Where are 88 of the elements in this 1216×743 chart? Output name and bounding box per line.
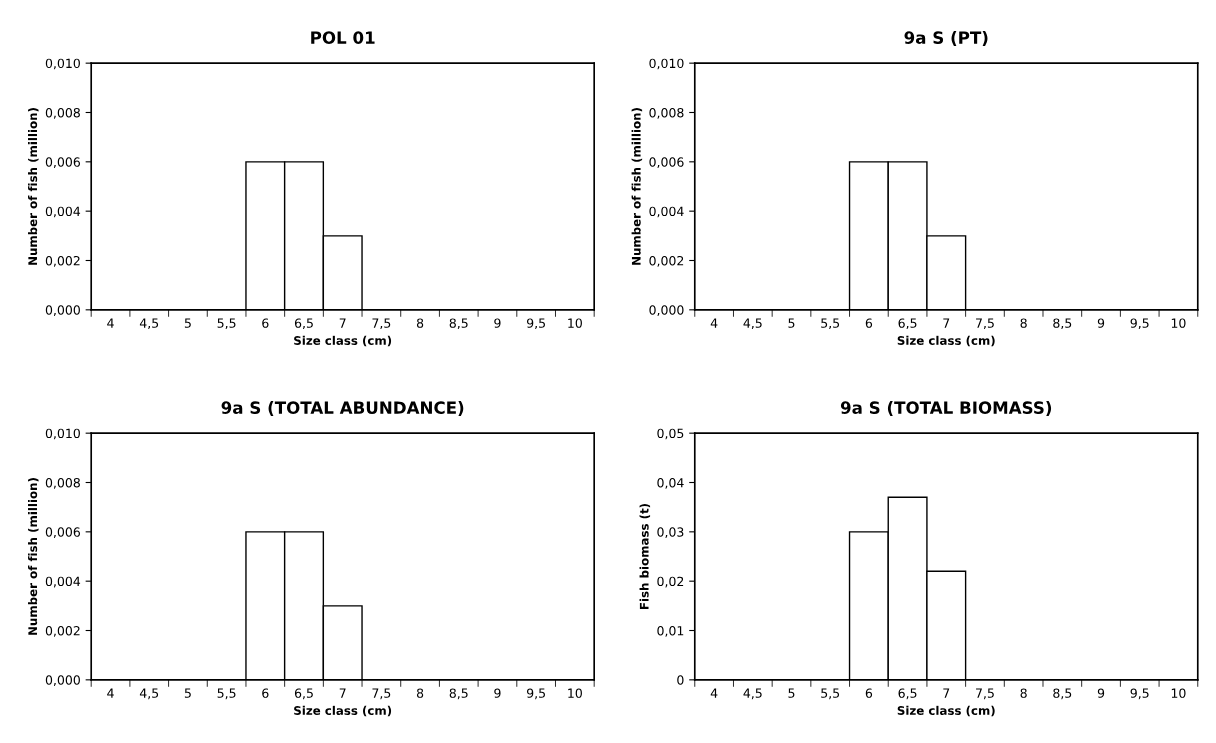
x-tick-label: 6,5 bbox=[898, 318, 917, 330]
x-tick-label: 8 bbox=[1020, 688, 1027, 698]
x-tick-label: 4 bbox=[710, 688, 718, 698]
y-tick-label: 0,000 bbox=[45, 305, 80, 317]
y-tick-label: 0,04 bbox=[657, 477, 684, 489]
x-tick-label: 6,5 bbox=[898, 688, 917, 700]
y-axis-title: Fish biomass (t) bbox=[639, 503, 651, 609]
y-tick-label: 0,006 bbox=[45, 157, 80, 169]
x-tick-label: 8,5 bbox=[449, 318, 468, 330]
x-tick-label: 7 bbox=[943, 688, 950, 698]
x-tick-label: 5 bbox=[788, 688, 795, 698]
x-tick-label: 7,5 bbox=[372, 318, 391, 330]
y-tick-label: 0,006 bbox=[45, 527, 80, 539]
x-tick-label: 8,5 bbox=[1053, 318, 1072, 330]
y-tick-label: 0,010 bbox=[649, 58, 684, 70]
x-tick-label: 9 bbox=[494, 318, 501, 328]
x-tick-label: 9 bbox=[494, 688, 501, 698]
x-tick-label: 10 bbox=[1171, 318, 1186, 328]
y-tick-label: 0,002 bbox=[649, 255, 684, 267]
y-tick-label: 0,000 bbox=[649, 305, 684, 317]
x-tick-label: 9 bbox=[1097, 688, 1105, 698]
y-tick-label: 0,004 bbox=[45, 206, 81, 218]
x-tick-label: 8 bbox=[416, 688, 424, 698]
y-axis-title: Number of fish (million) bbox=[631, 108, 643, 265]
y-tick-label: 0,03 bbox=[657, 527, 684, 539]
y-tick-label: 0,008 bbox=[649, 107, 684, 119]
x-tick-label: 6 bbox=[262, 318, 269, 328]
x-tick-label: 8,5 bbox=[1053, 688, 1072, 700]
y-tick-label: 0,008 bbox=[45, 107, 80, 119]
x-tick-label: 9,5 bbox=[1130, 688, 1149, 700]
x-tick-label: 9,5 bbox=[526, 318, 545, 330]
y-axis-title: Number of fish (million) bbox=[28, 478, 39, 635]
chart-title: 9a S (TOTAL BIOMASS) bbox=[840, 401, 1052, 416]
x-tick-label: 7,5 bbox=[976, 688, 994, 700]
y-tick-label: 0,008 bbox=[45, 477, 80, 489]
x-tick-label: 7,5 bbox=[976, 318, 994, 330]
x-tick-label: 4,5 bbox=[743, 688, 762, 700]
x-tick-label: 7 bbox=[943, 318, 950, 328]
y-tick-label: 0,010 bbox=[45, 428, 80, 440]
y-tick-label: 0,000 bbox=[45, 675, 80, 687]
chart-title: 9a S (TOTAL ABUNDANCE) bbox=[221, 401, 464, 416]
x-tick-label: 6 bbox=[865, 318, 873, 328]
x-tick-label: 8,5 bbox=[449, 688, 468, 700]
y-tick-label: 0 bbox=[677, 675, 684, 685]
y-tick-label: 0,02 bbox=[657, 576, 684, 588]
y-tick-label: 0,002 bbox=[45, 625, 80, 637]
y-tick-label: 0,01 bbox=[657, 625, 684, 637]
x-tick-label: 6,5 bbox=[294, 688, 313, 700]
x-axis-title: Size class (cm) bbox=[294, 335, 392, 347]
x-tick-label: 4 bbox=[107, 318, 114, 328]
x-axis-title: Size class (cm) bbox=[897, 705, 995, 717]
chart-title: POL 01 bbox=[311, 31, 375, 44]
y-tick-label: 0,006 bbox=[649, 157, 684, 169]
x-tick-label: 4 bbox=[107, 688, 114, 698]
y-tick-label: 0,002 bbox=[45, 255, 80, 267]
x-tick-label: 4,5 bbox=[139, 688, 159, 700]
x-tick-label: 4,5 bbox=[743, 318, 762, 330]
x-tick-label: 6 bbox=[865, 688, 873, 698]
x-tick-label: 7 bbox=[339, 688, 346, 698]
chart-title: 9a S (PT) bbox=[904, 31, 988, 46]
x-tick-label: 5,5 bbox=[821, 688, 840, 700]
x-tick-label: 8 bbox=[1020, 318, 1027, 328]
x-tick-label: 5,5 bbox=[217, 318, 236, 330]
x-tick-label: 5 bbox=[788, 318, 795, 328]
x-axis-title: Size class (cm) bbox=[897, 335, 995, 347]
y-tick-label: 0,004 bbox=[649, 206, 684, 218]
x-tick-label: 4,5 bbox=[139, 318, 159, 330]
x-tick-label: 9 bbox=[1097, 318, 1105, 328]
x-tick-label: 9,5 bbox=[1130, 318, 1149, 330]
x-tick-label: 10 bbox=[568, 688, 582, 698]
x-tick-label: 10 bbox=[568, 318, 582, 328]
x-tick-label: 4 bbox=[710, 318, 718, 328]
y-tick-label: 0,004 bbox=[45, 576, 81, 588]
y-tick-label: 0,05 bbox=[657, 428, 684, 440]
y-axis-title: Number of fish (million) bbox=[28, 108, 39, 265]
x-axis-title: Size class (cm) bbox=[294, 705, 392, 717]
x-tick-label: 5 bbox=[184, 318, 191, 328]
x-tick-label: 5,5 bbox=[821, 318, 840, 330]
x-tick-label: 7 bbox=[339, 318, 346, 328]
x-tick-label: 6,5 bbox=[294, 318, 313, 330]
x-tick-label: 9,5 bbox=[526, 688, 545, 700]
y-tick-label: 0,010 bbox=[45, 58, 80, 70]
x-tick-label: 5,5 bbox=[217, 688, 236, 700]
x-tick-label: 8 bbox=[416, 318, 424, 328]
x-tick-label: 5 bbox=[184, 688, 191, 698]
x-tick-label: 10 bbox=[1171, 688, 1186, 698]
x-tick-label: 6 bbox=[262, 688, 269, 698]
x-tick-label: 7,5 bbox=[372, 688, 391, 700]
